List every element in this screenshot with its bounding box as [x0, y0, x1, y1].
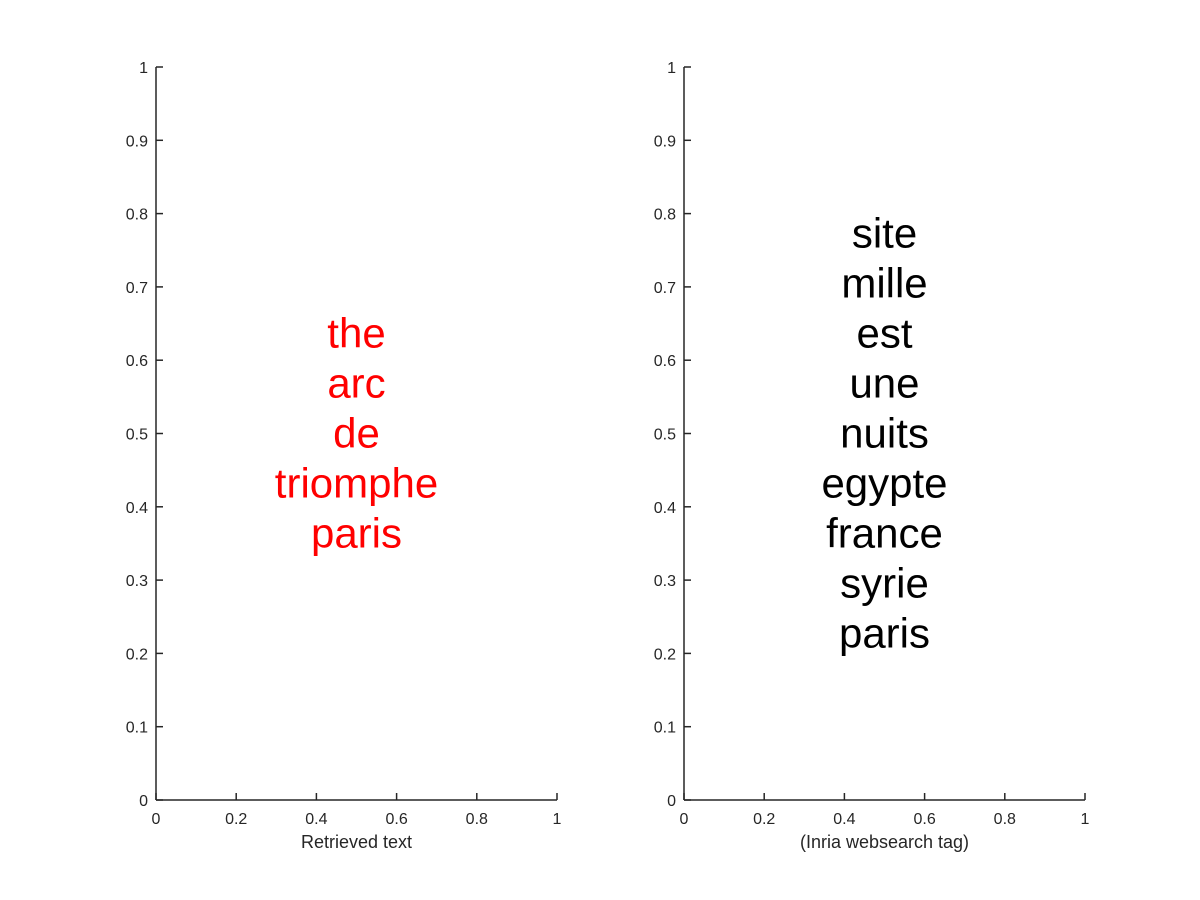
left-panel: 0 0.2 0.4 0.6 0.8 1 0 0.1 0.2 0.3 0.4 0.5 0.6 0.7 0.8 0…	[126, 60, 562, 852]
x-tick-label: 0.4	[833, 811, 855, 828]
word-label: france	[826, 510, 943, 557]
right-panel: 0 0.2 0.4 0.6 0.8 1 0 0.1 0.2 0.3 0.4 0.5 0.6 0.7 0.8 0…	[654, 60, 1090, 852]
word-label: mille	[841, 260, 927, 307]
y-tick-label: 0.4	[654, 500, 676, 517]
y-tick-label: 0.7	[126, 280, 148, 297]
x-tick-label: 0.6	[913, 811, 935, 828]
word-label: the	[327, 310, 385, 357]
y-tick-label: 0.4	[126, 500, 148, 517]
word-label: est	[856, 310, 912, 357]
y-tick-label: 0.8	[126, 207, 148, 224]
x-tick-label: 1	[1081, 811, 1090, 828]
y-tick-label: 0.9	[654, 133, 676, 150]
word-label: paris	[311, 510, 402, 557]
y-tick-label: 0	[139, 793, 148, 810]
y-tick-label: 1	[139, 60, 148, 77]
x-tick-label: 0.2	[753, 811, 775, 828]
x-tick-label: 0.2	[225, 811, 247, 828]
word-label: une	[849, 360, 919, 407]
x-axis-label: (Inria websearch tag)	[800, 832, 969, 852]
y-tick-label: 0.6	[126, 353, 148, 370]
y-tick-label: 0	[667, 793, 676, 810]
x-axis-label: Retrieved text	[301, 832, 412, 852]
word-label: arc	[327, 360, 385, 407]
x-tick-label: 0	[680, 811, 689, 828]
y-tick-label: 0.7	[654, 280, 676, 297]
y-tick-label: 0.9	[126, 133, 148, 150]
x-tick-label: 0.4	[305, 811, 327, 828]
x-tick-label: 0.6	[385, 811, 407, 828]
y-tick-label: 0.6	[654, 353, 676, 370]
y-tick-label: 0.5	[654, 427, 676, 444]
y-tick-label: 0.5	[126, 427, 148, 444]
y-tick-label: 0.2	[654, 646, 676, 663]
y-tick-label: 0.3	[654, 573, 676, 590]
word-label: nuits	[840, 410, 929, 457]
word-label: syrie	[840, 560, 929, 607]
word-label: site	[852, 210, 917, 257]
y-tick-label: 0.1	[126, 720, 148, 737]
word-label: egypte	[821, 460, 947, 507]
word-label: triomphe	[275, 460, 438, 507]
y-tick-label: 1	[667, 60, 676, 77]
y-tick-label: 0.3	[126, 573, 148, 590]
x-tick-label: 0	[152, 811, 161, 828]
x-tick-label: 1	[553, 811, 562, 828]
word-label: paris	[839, 610, 930, 657]
x-tick-label: 0.8	[994, 811, 1016, 828]
y-tick-label: 0.8	[654, 207, 676, 224]
y-tick-label: 0.2	[126, 646, 148, 663]
word-label: de	[333, 410, 380, 457]
x-tick-label: 0.8	[466, 811, 488, 828]
y-tick-label: 0.1	[654, 720, 676, 737]
